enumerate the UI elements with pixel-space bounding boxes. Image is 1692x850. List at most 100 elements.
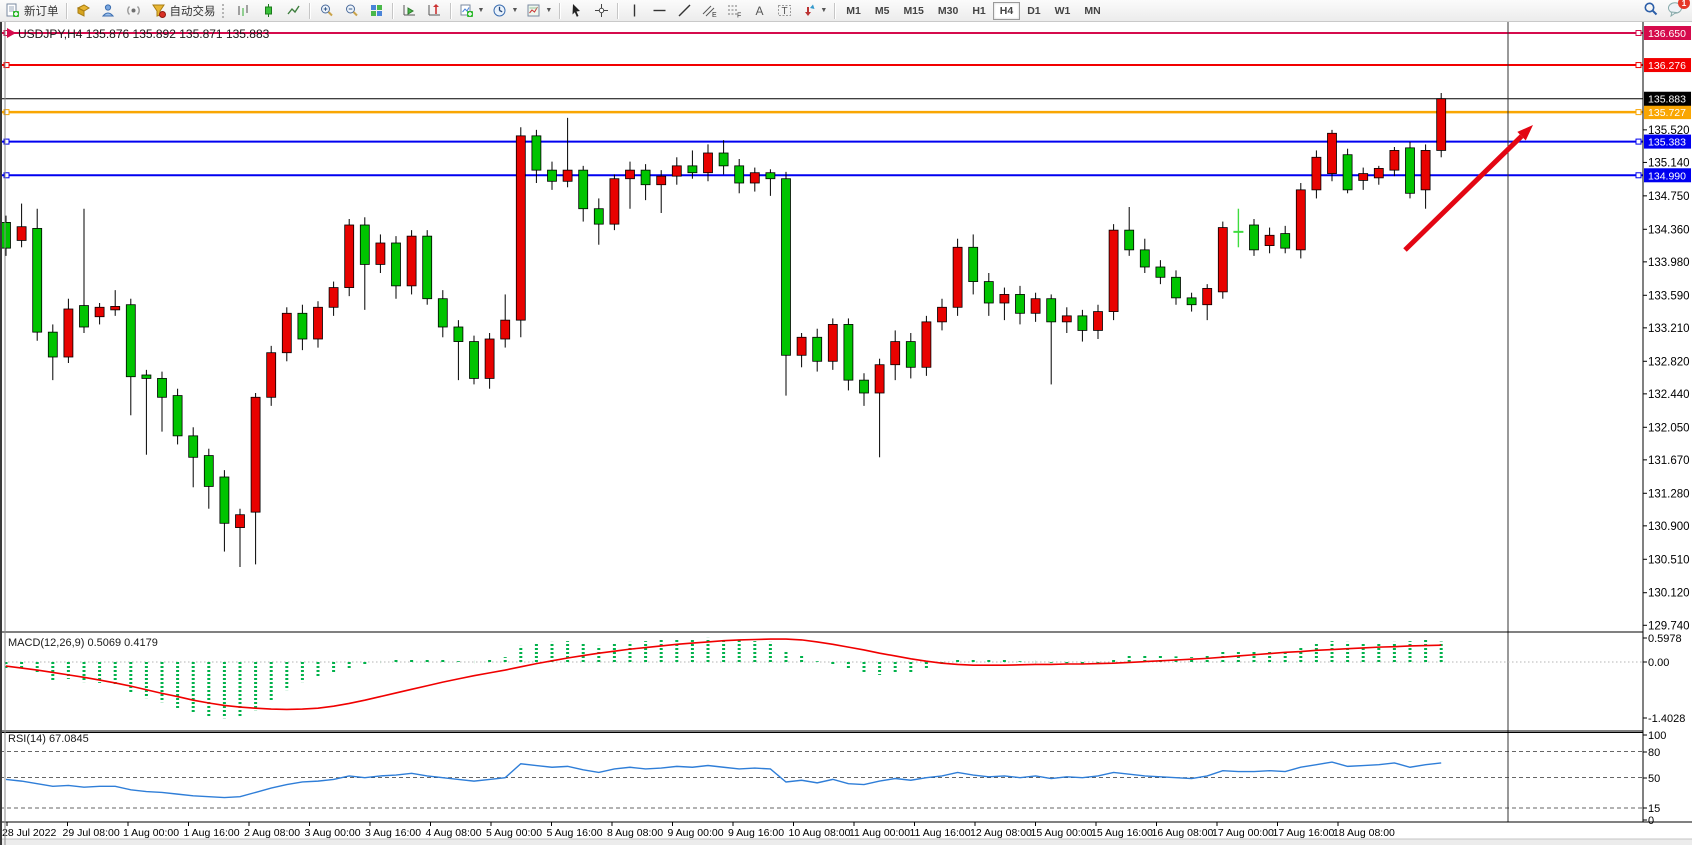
candle-body-up	[484, 338, 495, 379]
candle-body-down	[422, 235, 433, 300]
templates-dropdown[interactable]: ▼	[522, 1, 556, 20]
candle-body-down	[968, 246, 979, 282]
candle-body-up	[890, 341, 901, 366]
time-axis-label: 5 Aug 16:00	[547, 827, 603, 839]
hline-endpoint-marker[interactable]	[3, 109, 10, 116]
horizontal-line-tool-icon[interactable]	[647, 2, 672, 19]
hline-endpoint-marker[interactable]	[3, 62, 10, 69]
search-icon[interactable]	[1643, 1, 1659, 20]
candle-body-up	[1420, 150, 1431, 191]
price-axis-label: 134.360	[1648, 224, 1690, 236]
timeframe-button-mn[interactable]: MN	[1084, 4, 1101, 17]
candle-body-down	[172, 395, 183, 437]
candle-body-down	[203, 455, 214, 487]
candle-body-down	[593, 208, 604, 225]
price-axis-label: 130.900	[1648, 521, 1690, 533]
price-axis-label: 134.750	[1648, 191, 1690, 203]
new-order-button[interactable]: 新订单	[0, 1, 63, 20]
candle-body-down	[983, 281, 994, 304]
notification-count-badge: 1	[1678, 0, 1690, 9]
trendline-tool-icon[interactable]	[672, 2, 697, 19]
trend-arrow-head[interactable]	[1517, 125, 1533, 141]
price-axis-label: 135.520	[1648, 125, 1690, 137]
hline-endpoint-marker[interactable]	[3, 172, 10, 179]
time-axis-label: 16 Aug 08:00	[1152, 827, 1214, 839]
price-axis-label: 130.510	[1648, 554, 1690, 566]
candle-body-up	[1264, 234, 1275, 246]
zoom-out-icon[interactable]	[339, 2, 364, 19]
crosshair-tool-icon[interactable]	[589, 2, 614, 19]
candlestick-chart-type-icon[interactable]	[256, 2, 281, 19]
candle-body-up	[796, 336, 807, 356]
candle-body-up	[1311, 156, 1322, 191]
chart-shift-icon[interactable]	[422, 2, 447, 19]
accounts-icon[interactable]	[96, 2, 121, 19]
tile-windows-icon[interactable]	[364, 2, 389, 19]
trend-arrow-object[interactable]	[1403, 134, 1524, 252]
time-axis-label: 29 Jul 08:00	[63, 827, 120, 839]
candle-body-up	[515, 135, 526, 321]
bar-chart-type-icon[interactable]	[231, 2, 256, 19]
candle-body-down	[1405, 147, 1415, 194]
hline-endpoint-marker[interactable]	[1635, 109, 1642, 116]
candle-body-down	[578, 169, 589, 210]
candle-body-down	[905, 341, 916, 368]
vertical-line-tool-icon[interactable]	[622, 2, 647, 19]
text-tool-icon[interactable]: A	[747, 2, 772, 19]
hline-endpoint-marker[interactable]	[1635, 30, 1642, 36]
hline-endpoint-marker[interactable]	[1635, 138, 1642, 145]
text-label-tool-icon[interactable]: T	[772, 2, 797, 19]
signals-icon[interactable]	[121, 2, 146, 19]
hline-endpoint-marker[interactable]	[1635, 172, 1642, 179]
macd-axis-label: 0.5978	[1648, 633, 1682, 645]
svg-text:T: T	[782, 6, 788, 17]
price-badge	[1644, 168, 1691, 183]
candle-body-up	[1436, 98, 1447, 151]
candle-body-down	[843, 324, 854, 381]
equidistant-channel-tool-icon[interactable]: E	[697, 2, 722, 19]
candle-body-up	[703, 152, 713, 174]
candle-body-up	[562, 169, 573, 182]
arrows-tool-dropdown[interactable]: ▼	[797, 1, 831, 20]
timeframe-button-m5[interactable]: M5	[874, 4, 890, 17]
timeframe-button-w1[interactable]: W1	[1054, 4, 1071, 17]
candle-body-up	[1061, 315, 1072, 323]
zoom-in-icon[interactable]	[314, 2, 339, 19]
timeframe-button-d1[interactable]: D1	[1027, 4, 1041, 17]
cursor-tool-icon[interactable]	[564, 2, 589, 19]
hline-endpoint-marker[interactable]	[1635, 62, 1642, 69]
candle-body-down	[79, 305, 89, 328]
notifications-chat-icon[interactable]: 1	[1667, 0, 1690, 20]
timeframe-button-m15[interactable]: M15	[903, 4, 924, 17]
new-chart-dropdown[interactable]: ▼	[455, 1, 489, 20]
macd-signal-line	[5, 638, 1442, 711]
timeframe-button-h1[interactable]: H1	[972, 4, 986, 17]
time-axis-label: 11 Aug 16:00	[910, 827, 971, 839]
auto-scroll-icon[interactable]	[397, 2, 422, 19]
candle-body-up	[827, 324, 838, 362]
candle-body-up	[625, 169, 635, 180]
timeframe-button-m30[interactable]: M30	[937, 4, 959, 17]
timeframe-button-m1[interactable]: M1	[846, 4, 861, 17]
rsi-axis-label: 0	[1648, 815, 1654, 827]
price-axis-label: 129.740	[1648, 620, 1690, 632]
candle-body-down	[219, 476, 230, 524]
rsi-axis-label: 80	[1648, 747, 1660, 759]
hline-endpoint-marker[interactable]	[3, 138, 10, 145]
price-badge	[1644, 105, 1691, 120]
candle-body-up	[749, 172, 760, 184]
price-axis-label: 132.440	[1648, 389, 1690, 401]
periods-dropdown[interactable]: ▼	[488, 1, 522, 20]
timeframe-button-h4[interactable]: H4	[992, 1, 1021, 20]
market-watch-icon[interactable]	[71, 2, 96, 19]
price-axis-label: 131.670	[1648, 455, 1690, 467]
fibonacci-tool-icon[interactable]: F	[722, 2, 747, 19]
line-chart-type-icon[interactable]	[281, 2, 306, 19]
price-axis-label: 133.210	[1648, 323, 1690, 335]
time-axis-label: 12 Aug 08:00	[970, 827, 1032, 839]
time-axis-label: 1 Aug 16:00	[184, 827, 240, 839]
autotrading-button[interactable]: 自动交易	[146, 1, 220, 20]
price-badge-label: 135.383	[1648, 137, 1686, 149]
